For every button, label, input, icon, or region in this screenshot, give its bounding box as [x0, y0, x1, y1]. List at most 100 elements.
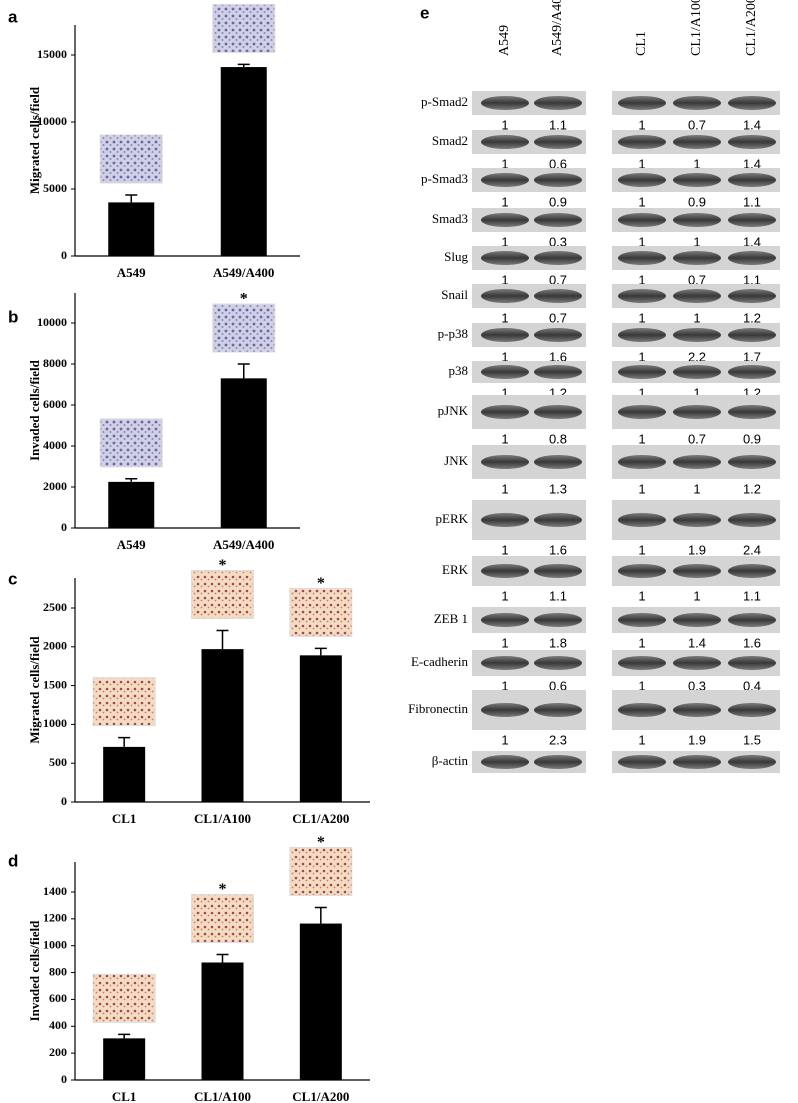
error-bar [216, 629, 229, 650]
blot-band [534, 703, 582, 717]
x-tick-label: A549 [117, 537, 146, 552]
column-header: CL1/A100 [689, 0, 704, 56]
error-bar [118, 1033, 131, 1039]
y-tick-label: 10000 [37, 114, 67, 128]
band-ratio: 1 [638, 542, 645, 557]
blot-band [618, 328, 666, 342]
blot-band [673, 613, 721, 627]
blot-band [673, 213, 721, 227]
band-ratio: 1.2 [743, 481, 761, 496]
micrograph [99, 134, 163, 184]
bar [299, 655, 342, 802]
blot-band [481, 455, 529, 469]
band-ratio: 1.4 [743, 234, 761, 249]
band-ratio: 2.3 [549, 732, 567, 747]
blot-band [728, 755, 776, 769]
blot-band [728, 656, 776, 670]
protein-label: ZEB 1 [434, 611, 468, 626]
y-tick-label: 1000 [43, 716, 67, 730]
protein-label: E-cadherin [411, 654, 469, 669]
blot-band [673, 251, 721, 265]
blot-band [673, 455, 721, 469]
error-bar [118, 736, 131, 747]
blot-band [534, 405, 582, 419]
y-tick-label: 2000 [43, 639, 67, 653]
y-tick-label: 600 [49, 991, 67, 1005]
blot-band [481, 289, 529, 303]
protein-label: Fibronectin [408, 701, 468, 716]
band-ratio: 1.1 [549, 117, 567, 132]
blot-band [534, 755, 582, 769]
blot-band [673, 289, 721, 303]
blot-band [673, 135, 721, 149]
band-ratio: 1.9 [688, 732, 706, 747]
blot-band [534, 513, 582, 527]
band-ratio: 1 [501, 481, 508, 496]
band-ratio: 1 [638, 349, 645, 364]
band-ratio: 1 [501, 431, 508, 446]
blot-band [481, 703, 529, 717]
band-ratio: 1 [501, 272, 508, 287]
band-ratio: 1 [693, 156, 700, 171]
blot-band [534, 213, 582, 227]
band-ratio: 1.6 [549, 349, 567, 364]
band-ratio: 0.8 [549, 431, 567, 446]
column-header: CL1 [634, 31, 649, 56]
blot-band [728, 213, 776, 227]
band-ratio: 1 [638, 234, 645, 249]
blot-band [534, 251, 582, 265]
band-ratio: 0.6 [549, 678, 567, 693]
band-ratio: 0.7 [688, 431, 706, 446]
blot-band [728, 455, 776, 469]
band-ratio: 1 [501, 678, 508, 693]
protein-label: p-Smad3 [421, 171, 468, 186]
significance-mark: * [317, 575, 325, 592]
blot-band [534, 564, 582, 578]
x-tick-label: CL1/A100 [194, 811, 251, 826]
significance-mark: * [240, 0, 248, 8]
blot-band [618, 755, 666, 769]
blot-band [534, 289, 582, 303]
error-bar [314, 647, 327, 656]
significance-mark: * [317, 834, 325, 851]
band-ratio: 1.4 [743, 117, 761, 132]
band-ratio: 2.2 [688, 349, 706, 364]
blot-band [673, 96, 721, 110]
band-ratio: 0.9 [688, 194, 706, 209]
band-ratio: 1 [638, 156, 645, 171]
protein-label: β-actin [432, 753, 469, 768]
y-tick-label: 800 [49, 964, 67, 978]
blot-band [618, 455, 666, 469]
blot-band [481, 613, 529, 627]
band-ratio: 0.7 [549, 272, 567, 287]
blot-band [673, 656, 721, 670]
y-tick-label: 4000 [43, 438, 67, 452]
band-ratio: 1 [501, 156, 508, 171]
y-tick-label: 1000 [43, 937, 67, 951]
y-axis-label: Migrated cells/field [27, 636, 42, 744]
blot-band [728, 289, 776, 303]
y-axis-label: Invaded cells/field [27, 359, 42, 461]
blot-band [618, 656, 666, 670]
band-ratio: 1 [501, 542, 508, 557]
protein-label: pERK [436, 511, 469, 526]
y-tick-label: 1500 [43, 677, 67, 691]
band-ratio: 1 [638, 635, 645, 650]
band-ratio: 1.8 [549, 635, 567, 650]
band-ratio: 0.3 [688, 678, 706, 693]
band-ratio: 0.6 [549, 156, 567, 171]
y-tick-label: 1400 [43, 884, 67, 898]
error-bar [216, 953, 229, 963]
band-ratio: 1.4 [743, 156, 761, 171]
blot-band [481, 564, 529, 578]
band-ratio: 1.2 [743, 310, 761, 325]
panel-letter: c [8, 569, 17, 588]
band-ratio: 2.4 [743, 542, 761, 557]
error-bar [125, 194, 138, 203]
micrograph [92, 973, 156, 1023]
band-ratio: 1 [501, 234, 508, 249]
blot-band [618, 173, 666, 187]
band-ratio: 1 [501, 635, 508, 650]
bar [201, 962, 244, 1080]
band-ratio: 1.9 [688, 542, 706, 557]
